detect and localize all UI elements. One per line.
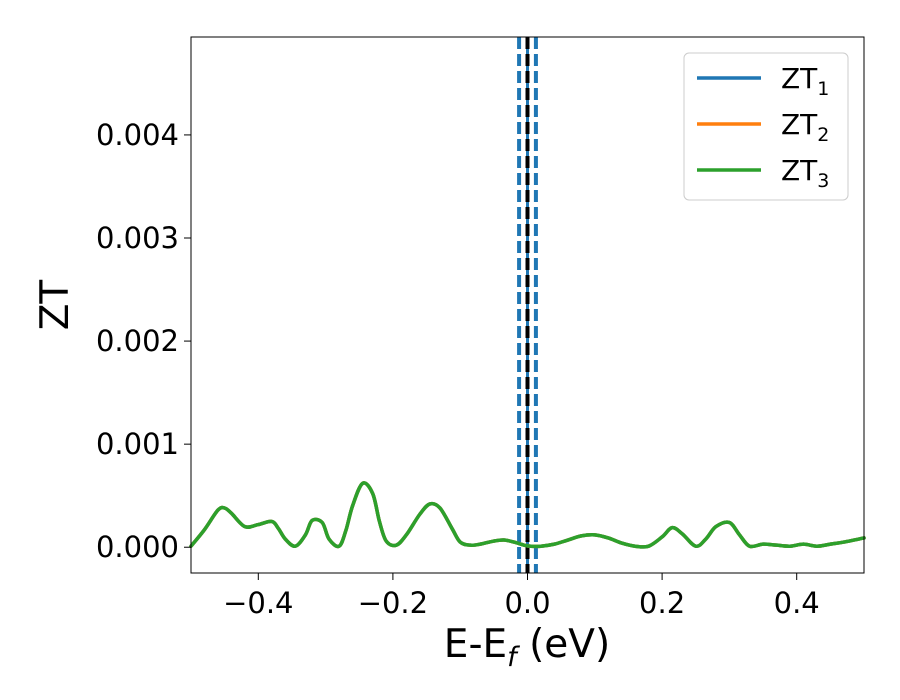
x-tick-label: −0.2 (358, 586, 428, 620)
legend: ZT1 ZT2 ZT3 (683, 52, 849, 201)
legend-label-1: ZT1 (781, 62, 829, 100)
x-tick-label: −0.4 (223, 586, 293, 620)
y-tick-label: 0.001 (96, 427, 179, 461)
y-tick-label: 0.003 (96, 221, 179, 255)
x-tick-label: 0.2 (639, 586, 685, 620)
x-axis-ticks: −0.4 −0.2 0.0 0.2 0.4 (223, 573, 820, 620)
x-tick-label: 0.4 (774, 586, 820, 620)
series-line-3 (189, 481, 866, 549)
y-axis-ticks: 0.000 0.001 0.002 0.003 0.004 (96, 118, 191, 564)
y-tick-label: 0.002 (96, 324, 179, 358)
y-axis-label: ZT (33, 280, 78, 331)
y-tick-label: 0.004 (96, 118, 179, 152)
x-tick-label: 0.0 (504, 586, 550, 620)
legend-label-2: ZT2 (781, 108, 829, 146)
legend-box (683, 52, 849, 201)
y-tick-label: 0.000 (96, 530, 179, 564)
reference-lines (517, 37, 538, 573)
legend-label-3: ZT3 (781, 154, 829, 192)
x-axis-label: E-Ef (eV) (444, 622, 610, 673)
series-layer (189, 481, 866, 549)
